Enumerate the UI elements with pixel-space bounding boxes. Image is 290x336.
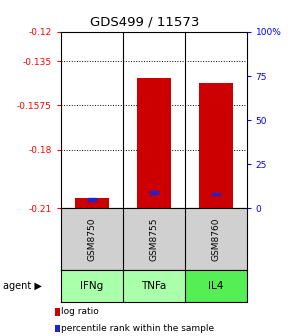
Bar <box>211 193 220 195</box>
Text: IL4: IL4 <box>208 282 223 291</box>
Bar <box>137 78 171 208</box>
Text: agent ▶: agent ▶ <box>3 282 42 291</box>
Text: TNFa: TNFa <box>141 282 166 291</box>
Bar <box>75 198 109 208</box>
Text: GSM8755: GSM8755 <box>149 218 158 261</box>
Text: GSM8750: GSM8750 <box>87 218 96 261</box>
Text: IFNg: IFNg <box>80 282 104 291</box>
Bar <box>88 199 96 201</box>
Bar <box>123 270 185 302</box>
Bar <box>199 83 233 208</box>
Bar <box>150 192 158 194</box>
Text: log ratio: log ratio <box>61 307 98 316</box>
Bar <box>61 270 123 302</box>
Text: GDS499 / 11573: GDS499 / 11573 <box>90 15 200 28</box>
Text: percentile rank within the sample: percentile rank within the sample <box>61 324 214 333</box>
Bar <box>185 270 246 302</box>
Text: GSM8760: GSM8760 <box>211 218 220 261</box>
